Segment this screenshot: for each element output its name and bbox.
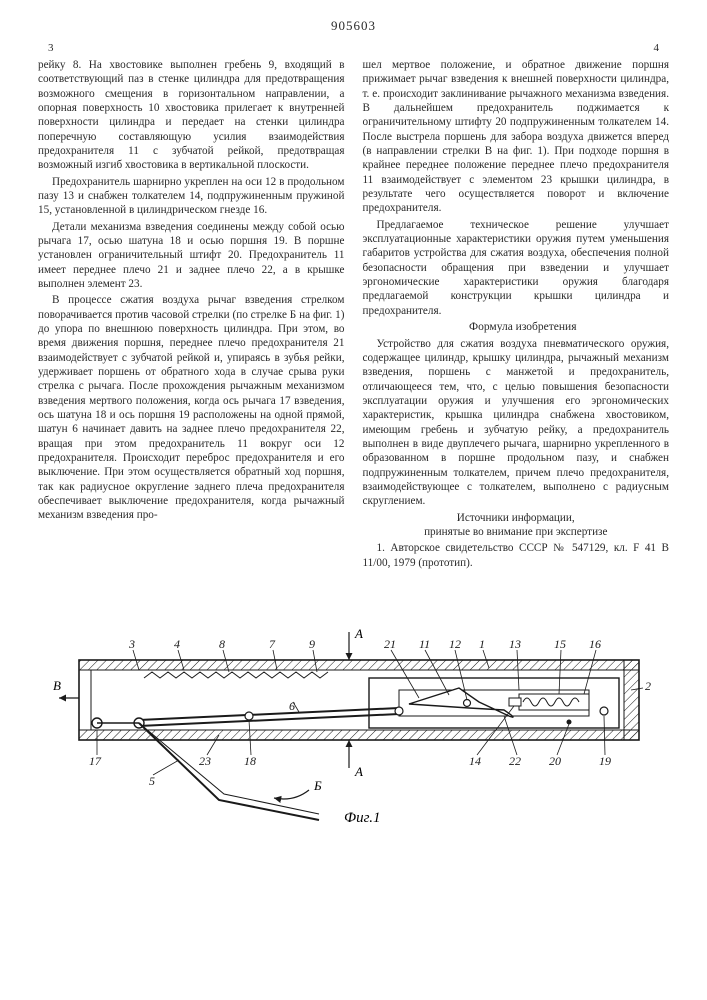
figure-1: A A Б В 3 4 8 7 9 (38, 590, 669, 830)
figure-label: Фиг.1 (344, 810, 380, 826)
ref-6: 6 (289, 699, 295, 713)
ref-1: 1 (479, 637, 485, 651)
section-label-a-top: A (354, 626, 363, 641)
para: Детали механизма взведения соединены меж… (38, 220, 345, 292)
ref-13: 13 (509, 637, 521, 651)
para: Предохранитель шарнирно укреплен на оси … (38, 175, 345, 218)
ref-20: 20 (549, 754, 561, 768)
ref-23: 23 (199, 754, 211, 768)
figure-svg: A A Б В 3 4 8 7 9 (49, 590, 659, 830)
ref-22: 22 (509, 754, 521, 768)
para: 1. Авторское свидетельство СССР № 547129… (363, 541, 670, 570)
formula-heading: Формула изобретения (363, 320, 670, 335)
para: рейку 8. На хвостовике выполнен гребень … (38, 58, 345, 173)
ref-9: 9 (309, 637, 315, 651)
ref-21: 21 (384, 637, 396, 651)
document-number: 905603 (38, 18, 669, 34)
ref-19: 19 (599, 754, 611, 768)
page-mark-right: 4 (654, 42, 660, 54)
ref-4: 4 (174, 637, 180, 651)
para: Устройство для сжатия воздуха пневматиче… (363, 337, 670, 509)
page-marks: 3 4 (48, 42, 659, 54)
right-column: шел мертвое положение, и обратное движен… (363, 58, 670, 572)
para: Предлагаемое техническое решение улучшае… (363, 218, 670, 318)
ref-11: 11 (419, 637, 430, 651)
ref-5: 5 (149, 774, 155, 788)
ref-16: 16 (589, 637, 601, 651)
ref-7: 7 (269, 637, 276, 651)
para: В процессе сжатия воздуха рычаг взведени… (38, 293, 345, 522)
text-columns: рейку 8. На хвостовике выполнен гребень … (38, 58, 669, 572)
arrow-label-b: Б (313, 778, 322, 793)
ref-14: 14 (469, 754, 481, 768)
ref-8: 8 (219, 637, 225, 651)
ref-17: 17 (89, 754, 102, 768)
left-column: рейку 8. На хвостовике выполнен гребень … (38, 58, 345, 572)
para: шел мертвое положение, и обратное движен… (363, 58, 670, 216)
ref-15: 15 (554, 637, 566, 651)
sources-heading: Источники информации, принятые во вниман… (363, 511, 670, 540)
ref-18: 18 (244, 754, 256, 768)
page-mark-left: 3 (48, 42, 54, 54)
section-label-a-bottom: A (354, 764, 363, 779)
arrow-label-v: В (53, 678, 61, 693)
ref-2: 2 (645, 679, 651, 693)
ref-3: 3 (128, 637, 135, 651)
ref-12: 12 (449, 637, 461, 651)
